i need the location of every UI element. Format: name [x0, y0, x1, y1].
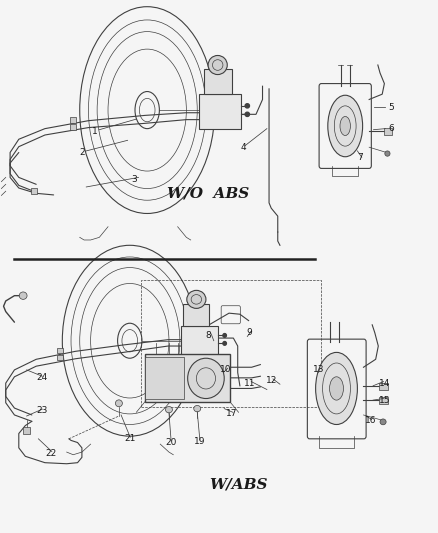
Text: 20: 20 — [166, 438, 177, 447]
Text: 23: 23 — [36, 406, 48, 415]
Text: 11: 11 — [244, 378, 255, 387]
FancyBboxPatch shape — [70, 117, 76, 123]
Ellipse shape — [385, 151, 390, 156]
Text: 24: 24 — [36, 373, 47, 382]
Ellipse shape — [208, 55, 227, 75]
Ellipse shape — [166, 407, 173, 413]
FancyBboxPatch shape — [57, 354, 63, 360]
Ellipse shape — [245, 104, 250, 108]
FancyBboxPatch shape — [70, 124, 76, 130]
Ellipse shape — [187, 290, 206, 309]
FancyBboxPatch shape — [199, 94, 241, 128]
FancyBboxPatch shape — [184, 304, 209, 326]
Text: 8: 8 — [205, 331, 211, 340]
Text: 1: 1 — [92, 127, 98, 136]
Text: 15: 15 — [378, 395, 390, 405]
Text: 19: 19 — [194, 437, 205, 446]
Ellipse shape — [340, 116, 350, 135]
FancyBboxPatch shape — [181, 326, 218, 358]
FancyBboxPatch shape — [57, 348, 63, 353]
Ellipse shape — [187, 358, 224, 399]
Ellipse shape — [116, 400, 122, 407]
Ellipse shape — [19, 292, 27, 300]
Text: 6: 6 — [388, 124, 394, 133]
Text: 17: 17 — [226, 409, 238, 418]
Ellipse shape — [328, 95, 363, 157]
Text: 9: 9 — [247, 328, 252, 337]
Text: 5: 5 — [388, 103, 394, 112]
Text: 4: 4 — [240, 143, 246, 152]
Text: 2: 2 — [79, 148, 85, 157]
FancyBboxPatch shape — [379, 383, 388, 390]
FancyBboxPatch shape — [379, 397, 388, 405]
Text: 16: 16 — [365, 416, 376, 425]
Text: 12: 12 — [265, 376, 277, 385]
Ellipse shape — [194, 406, 201, 412]
Text: 14: 14 — [379, 378, 390, 387]
Ellipse shape — [329, 377, 343, 400]
Ellipse shape — [223, 342, 226, 345]
FancyBboxPatch shape — [145, 354, 230, 402]
Text: 21: 21 — [124, 434, 135, 443]
Text: 10: 10 — [220, 366, 231, 374]
FancyBboxPatch shape — [31, 188, 37, 195]
FancyBboxPatch shape — [23, 427, 30, 433]
Text: W/O  ABS: W/O ABS — [167, 187, 249, 200]
FancyBboxPatch shape — [204, 69, 232, 94]
Text: 7: 7 — [357, 154, 364, 163]
FancyBboxPatch shape — [385, 127, 392, 135]
Ellipse shape — [316, 352, 357, 424]
Text: W/ABS: W/ABS — [209, 478, 268, 492]
Text: 22: 22 — [46, 449, 57, 458]
Ellipse shape — [245, 112, 250, 116]
Text: 3: 3 — [131, 174, 137, 183]
Ellipse shape — [223, 334, 226, 337]
Text: 13: 13 — [313, 366, 325, 374]
FancyBboxPatch shape — [145, 357, 184, 399]
Ellipse shape — [380, 419, 386, 425]
